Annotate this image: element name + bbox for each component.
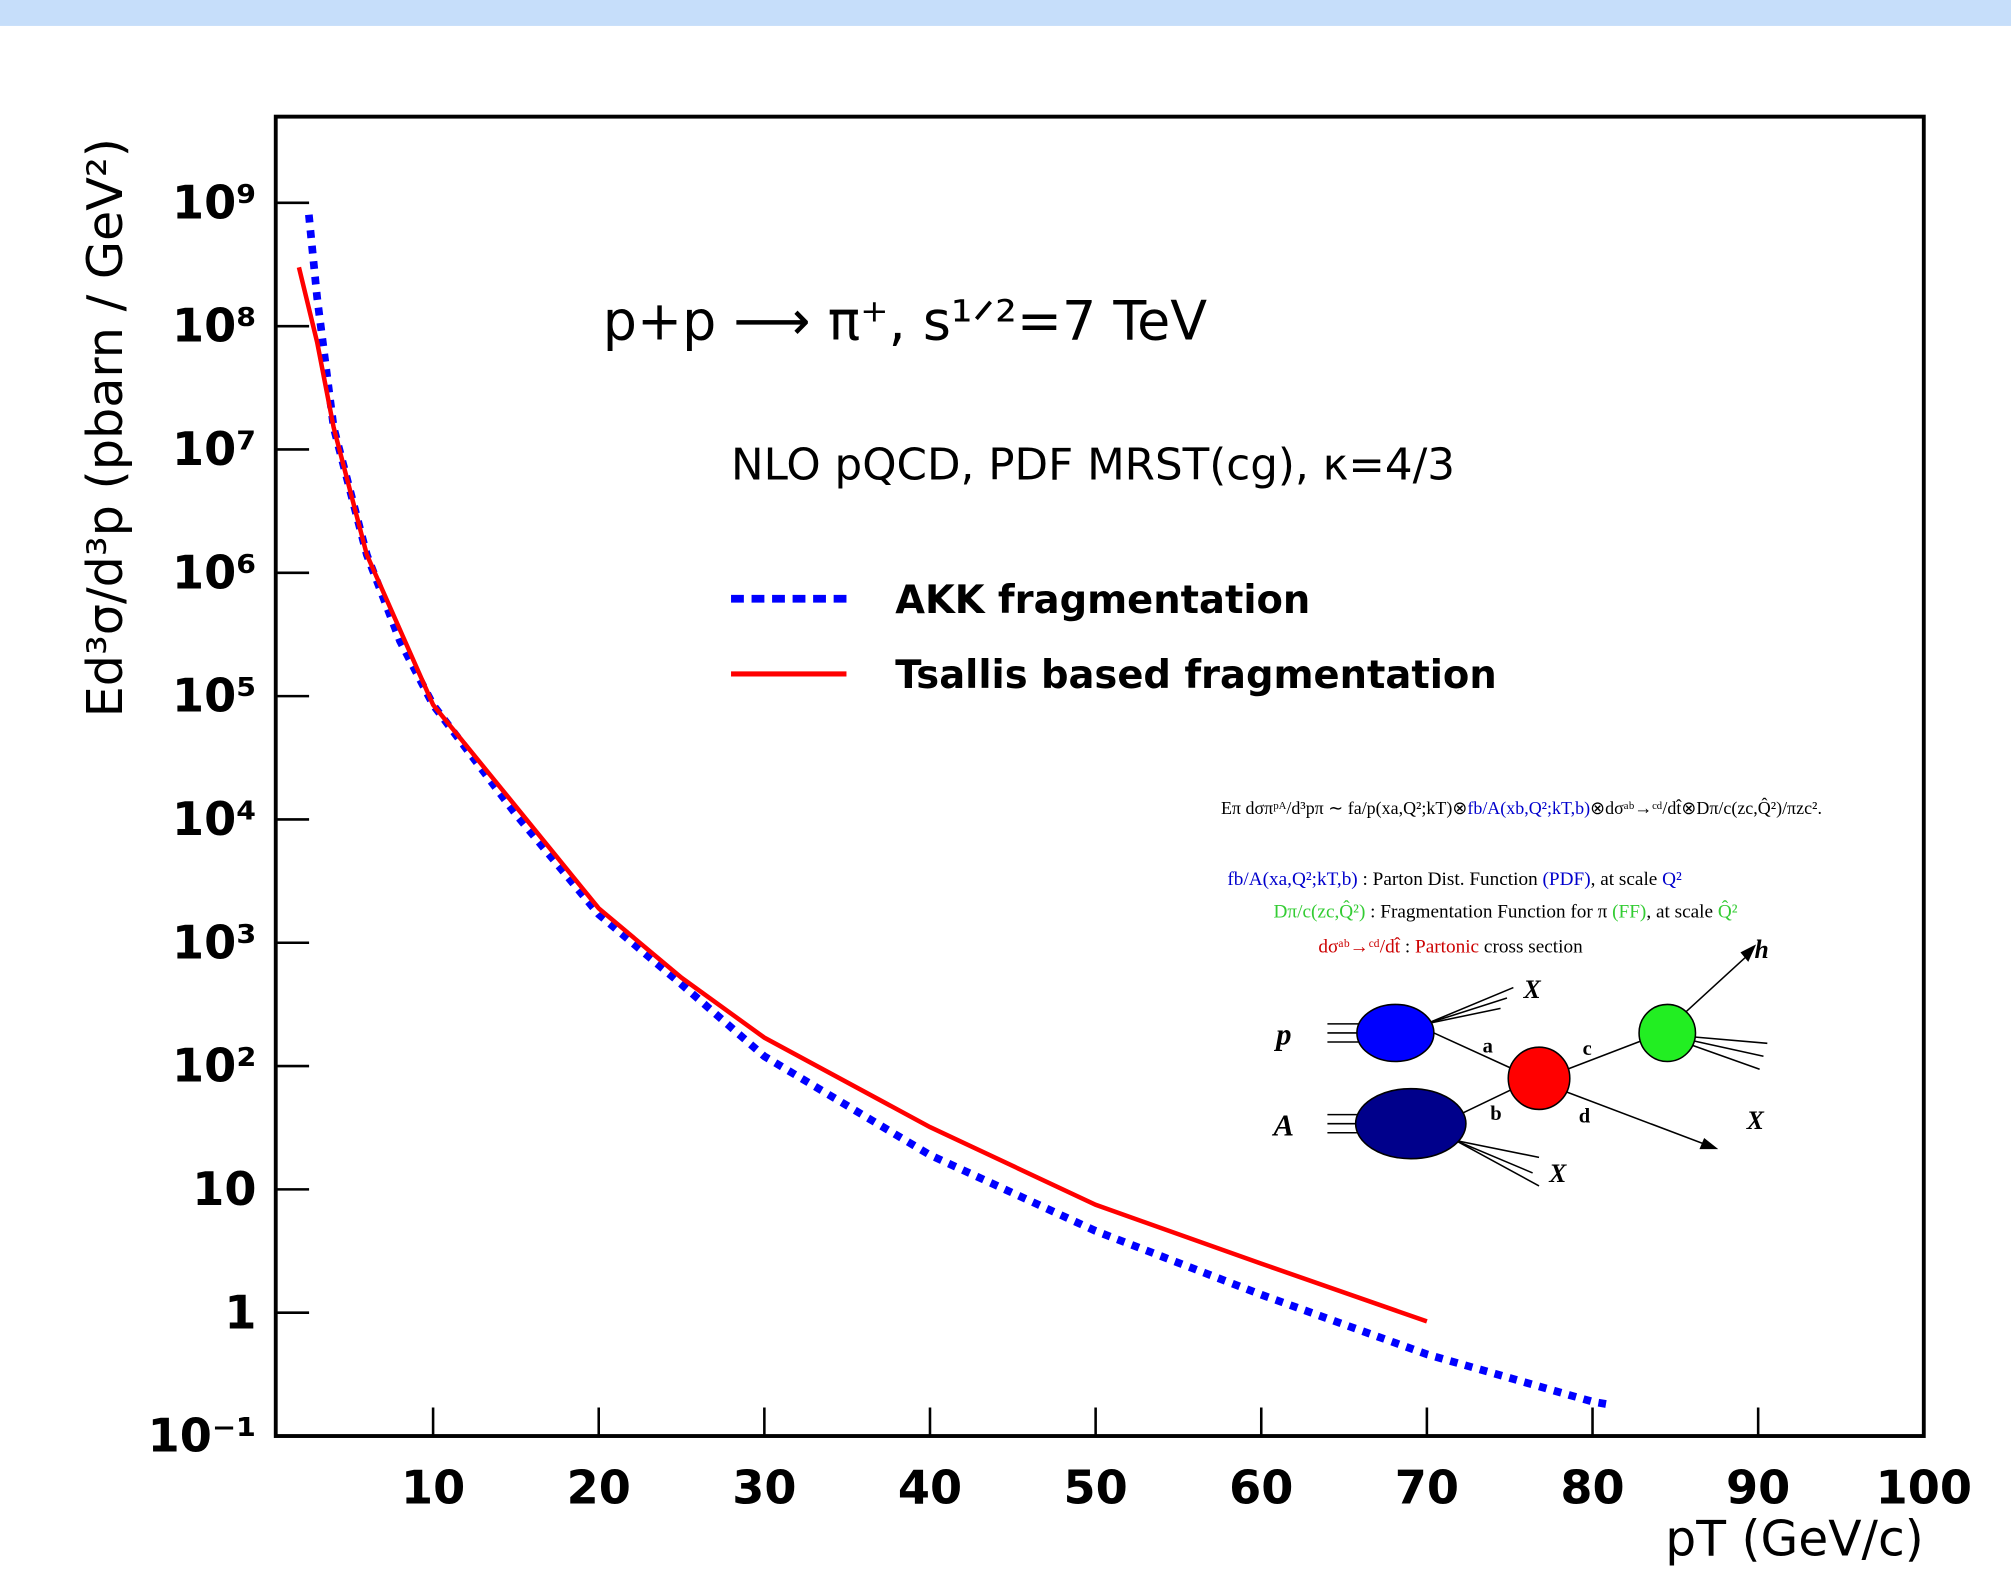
formula-part: Q² [1662,869,1682,890]
formula-part: Dπ/c(zc,Q̂²) [1274,901,1366,923]
formula-part: Eπ dσπᵖᴬ/d³pπ ∼ fa/p(xa,Q²;kT)⊗ [1221,798,1467,819]
diagram-label: A [1272,1107,1295,1142]
formula-part: Q̂² [1718,901,1738,923]
x-tick-label: 20 [567,1460,631,1514]
series-line [296,266,1428,1324]
formula-part: dσᵃᵇ→ᶜᵈ/dt̂ [1318,937,1401,958]
y-tick-label: 10⁴ [172,792,256,846]
y-tick-label: 10⁹ [172,175,256,229]
legend-label: Tsallis based fragmentation [895,653,1497,698]
y-tick-label: 10 [192,1162,256,1216]
diagram-label: b [1490,1103,1501,1125]
x-axis-label: pT (GeV/c) [1665,1510,1923,1567]
top-bar [0,0,2011,26]
diagram-label: X [1746,1106,1765,1135]
x-tick-label: 100 [1876,1460,1972,1514]
x-tick-label: 30 [732,1460,796,1514]
formula-part: fb/A(xa,Q²;kT,b) [1227,869,1357,890]
chart-subtitle: NLO pQCD, PDF MRST(cg), κ=4/3 [731,439,1455,490]
formula-part: fb/A(xb,Q²;kT,b) [1467,798,1590,819]
diagram-label: c [1583,1038,1592,1060]
y-tick-label: 10⁷ [172,422,256,476]
feynman-diagram [1327,944,1768,1187]
chart-title: p+p ⟶ π⁺, s¹ᐟ²=7 TeV [603,289,1207,352]
formula-part: (FF) [1612,902,1646,923]
formula-line: Eπ dσπᵖᴬ/d³pπ ∼ fa/p(xa,Q²;kT)⊗fb/A(xb,Q… [1221,797,1822,819]
formula-part: : [1400,937,1415,958]
y-tick-label: 10⁶ [172,545,256,599]
y-tick-label: 1 [224,1285,256,1339]
formula-line: Dπ/c(zc,Q̂²) : Fragmentation Function fo… [1274,901,1738,923]
diagram-label: d [1579,1105,1591,1127]
y-tick-label: 10³ [172,915,256,969]
formula-part: : Parton Dist. Function [1358,869,1543,890]
y-tick-label: 10² [172,1038,256,1092]
x-tick-label: 80 [1560,1460,1624,1514]
diagram-label: a [1483,1035,1493,1057]
diagram-label: p [1273,1016,1291,1051]
formula-part: ⊗dσᵃᵇ→ᶜᵈ/dt̂⊗Dπ/c(zc,Q̂²)/πzc². [1590,797,1822,819]
diagram-label: X [1548,1159,1567,1188]
diagram-label: X [1523,975,1542,1004]
x-tick-label: 90 [1726,1460,1790,1514]
y-axis-label: Ed³σ/d³p (pbarn / GeV²) [77,138,134,717]
diagram-label: h [1754,935,1768,964]
legend-label: AKK fragmentation [895,578,1310,623]
formula-part: : Fragmentation Function for π [1365,902,1612,923]
formula-part: (PDF) [1543,869,1591,890]
formula-part: Partonic [1415,937,1479,958]
x-tick-label: 10 [401,1460,465,1514]
plot-frame [273,114,1926,1438]
x-tick-label: 40 [898,1460,962,1514]
x-tick-label: 70 [1395,1460,1459,1514]
formula-part: , at scale [1591,869,1663,890]
y-tick-label: 10⁸ [172,298,256,352]
formula-line: fb/A(xa,Q²;kT,b) : Parton Dist. Function… [1227,869,1682,890]
x-tick-label: 50 [1063,1460,1127,1514]
formula-part: cross section [1479,937,1583,958]
formula-part: , at scale [1646,902,1718,923]
y-tick-label: 10⁻¹ [148,1408,257,1462]
formula-line: dσᵃᵇ→ᶜᵈ/dt̂ : Partonic cross section [1318,937,1583,958]
x-tick-label: 60 [1229,1460,1293,1514]
y-tick-label: 10⁵ [172,668,256,722]
